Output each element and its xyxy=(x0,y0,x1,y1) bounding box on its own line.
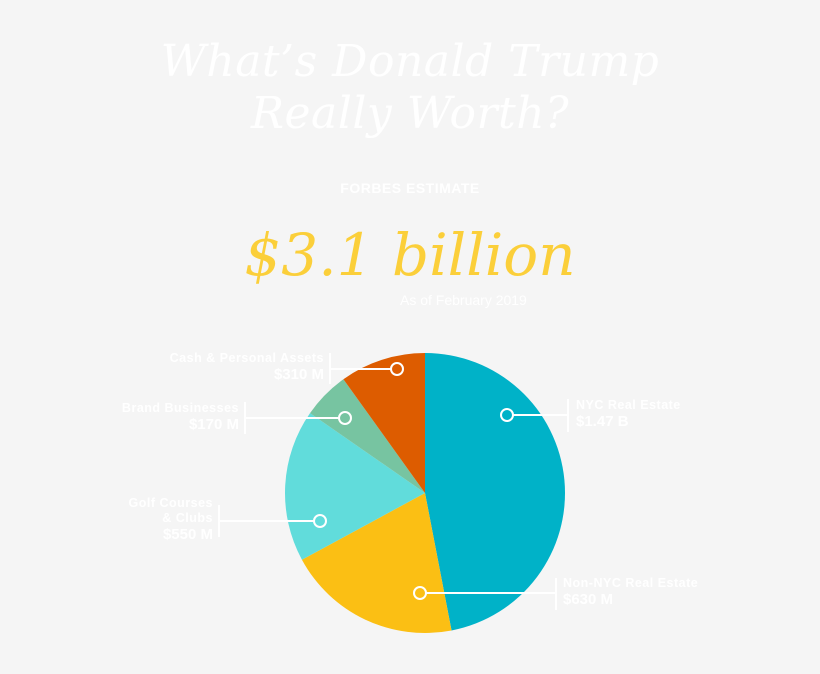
leader-lines xyxy=(218,353,569,610)
slice-golf-courses xyxy=(285,413,425,560)
label-golf-courses: Golf Courses & Clubs $550 M xyxy=(128,496,214,543)
slice-nyc-real-estate xyxy=(425,353,565,631)
title-line-1: What’s Donald Trump xyxy=(160,36,660,87)
chart-title: What’s Donald Trump Really Worth? xyxy=(0,36,820,140)
forbes-estimate-label: FORBES ESTIMATE xyxy=(340,180,480,196)
label-brand-businesses: Brand Businesses $170 M xyxy=(121,401,239,433)
slice-cash-personal-assets xyxy=(343,353,425,493)
net-worth-headline: $3.1 billion xyxy=(244,221,576,289)
title-line-2: Really Worth? xyxy=(250,88,570,139)
label-nyc-real-estate: NYC Real Estate $1.47 B xyxy=(576,398,681,430)
pie-slices xyxy=(285,353,565,633)
slice-brand-businesses xyxy=(310,379,425,493)
slice-non-nyc-real-estate xyxy=(301,493,452,633)
label-cash-personal-assets: Cash & Personal Assets $310 M xyxy=(169,351,324,383)
as-of-date: As of February 2019 xyxy=(400,292,527,308)
label-non-nyc-real-estate: Non-NYC Real Estate $630 M xyxy=(563,576,699,608)
